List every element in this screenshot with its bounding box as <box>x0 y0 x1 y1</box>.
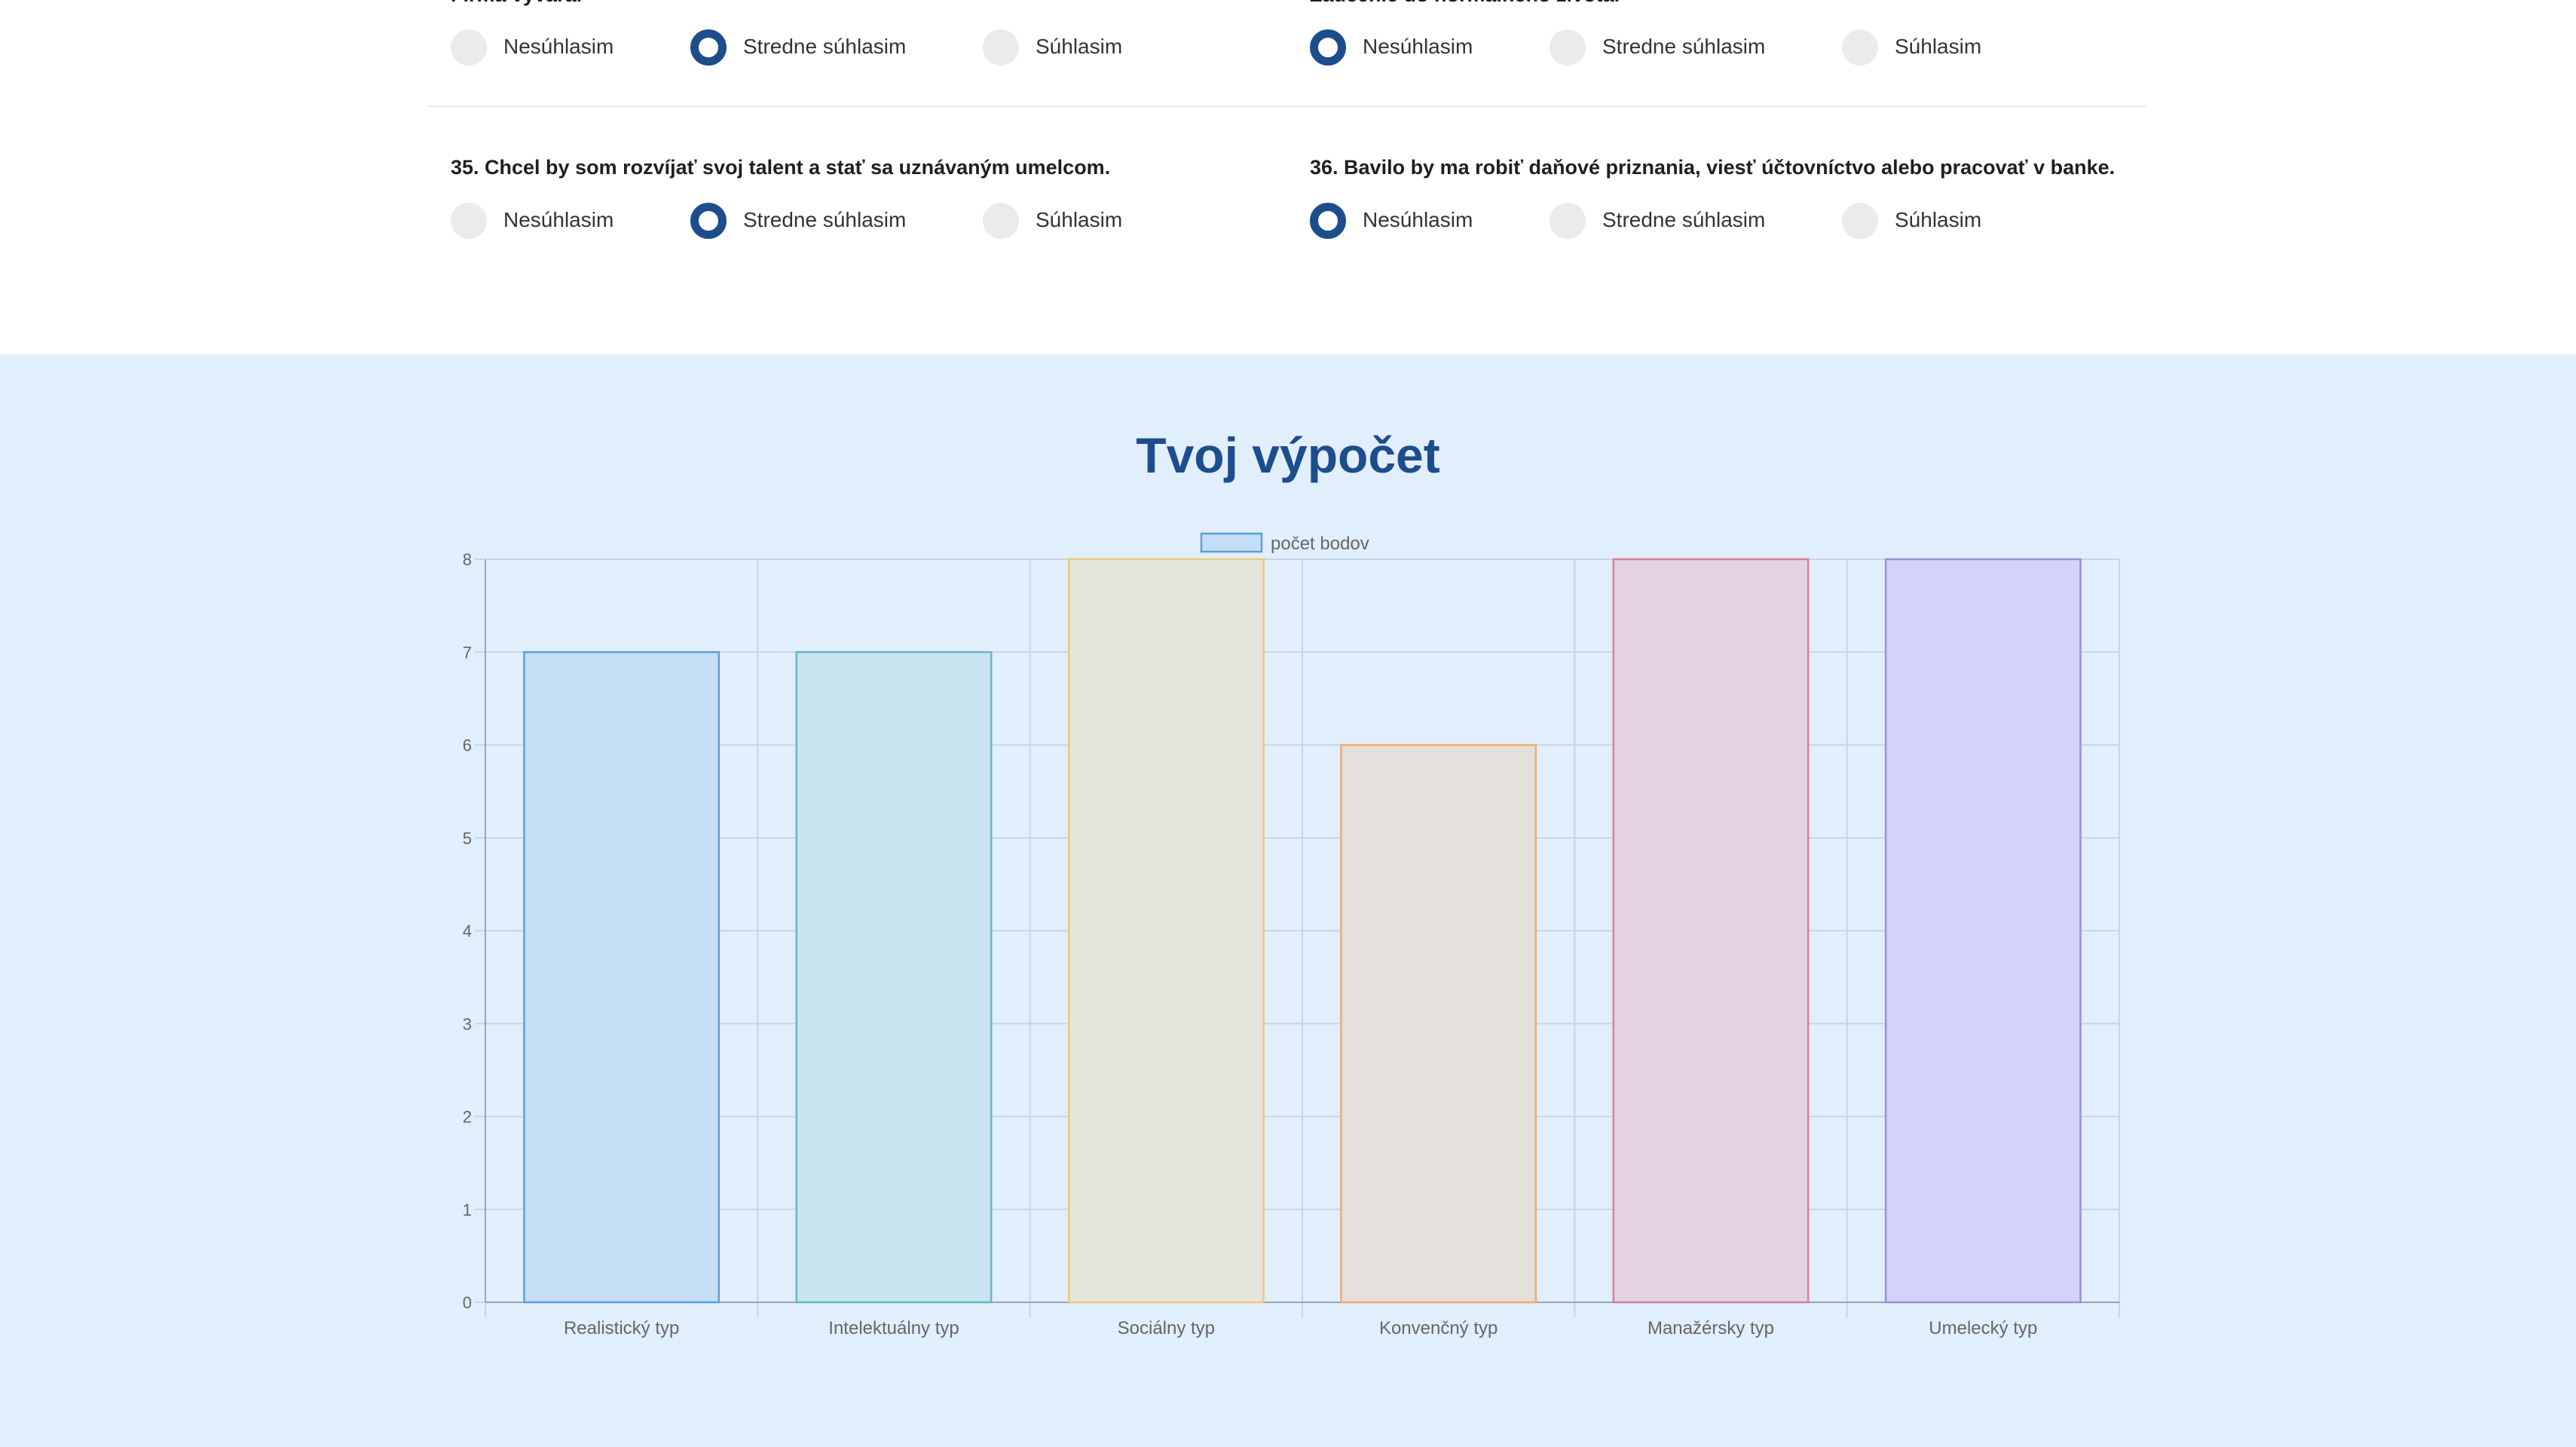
option-label: Stredne súhlasim <box>743 208 907 231</box>
option-label: Súhlasim <box>1036 208 1123 231</box>
radio-icon[interactable] <box>1842 203 1878 239</box>
bar-intelektuálny-typ <box>795 651 993 1304</box>
question-36-options: Nesúhlasim Stredne súhlasim Súhlasim <box>1310 196 2139 241</box>
bar-sociálny-typ <box>1067 558 1265 1304</box>
question-34-options: Nesúhlasim Stredne súhlasim Súhlasim <box>1310 23 2139 68</box>
bar-konvenčný-typ <box>1340 744 1537 1304</box>
y-tick-label: 2 <box>463 1108 472 1127</box>
y-tick-label: 5 <box>463 829 472 848</box>
option-label: Súhlasim <box>1895 208 1982 231</box>
x-tick-label: Intelektuálny typ <box>828 1318 959 1338</box>
radio-icon[interactable] <box>983 203 1019 239</box>
option-label: Stredne súhlasim <box>1602 208 1766 231</box>
bar-umelecký-typ <box>1884 558 2082 1304</box>
x-tick-label: Realistický typ <box>564 1318 679 1338</box>
option-label: Súhlasim <box>1895 35 1982 58</box>
option-label: Nesúhlasim <box>1363 35 1473 58</box>
questionnaire-section: Firma vyváral Nesúhlasim Stredne súhlasi… <box>0 0 2576 354</box>
results-section: Tvoj výpočet 0 1 2 3 4 5 6 7 8 Realistický typ Int… <box>0 354 2576 1447</box>
option-label: Nesúhlasim <box>1363 208 1473 231</box>
option-label: Stredne súhlasim <box>1602 35 1766 58</box>
question-divider <box>427 106 2146 107</box>
option-label: Nesúhlasim <box>503 35 614 58</box>
results-bar-chart: 0 1 2 3 4 5 6 7 8 Realistický typ Intelektuálny ty… <box>463 532 2120 1338</box>
y-tick-label: 7 <box>463 643 472 662</box>
question-33-text: Firma vyváral <box>451 0 582 7</box>
radio-icon[interactable] <box>451 203 487 239</box>
radio-icon[interactable] <box>983 29 1019 66</box>
legend-swatch <box>1200 532 1263 553</box>
radio-checked-icon[interactable] <box>690 29 727 66</box>
y-tick-label: 6 <box>463 736 472 755</box>
radio-icon[interactable] <box>1550 203 1586 239</box>
y-tick-label: 3 <box>463 1014 472 1033</box>
option-label: Stredne súhlasim <box>743 35 907 58</box>
x-tick-label: Sociálny typ <box>1118 1318 1215 1338</box>
y-tick-label: 4 <box>463 922 472 941</box>
question-35-options: Nesúhlasim Stredne súhlasim Súhlasim <box>451 196 1280 241</box>
y-tick-label: 1 <box>463 1201 472 1219</box>
radio-checked-icon[interactable] <box>690 203 727 239</box>
question-34-text: Zaúčenie do normálneho života. <box>1310 0 1620 7</box>
question-35-text: 35. Chcel by som rozvíjať svoj talent a … <box>451 156 1111 179</box>
radio-icon[interactable] <box>1550 29 1586 66</box>
x-tick-label: Manažérsky typ <box>1647 1318 1774 1338</box>
option-label: Nesúhlasim <box>503 208 614 231</box>
radio-checked-icon[interactable] <box>1310 203 1346 239</box>
legend-label: počet bodov <box>1271 534 1369 554</box>
results-title: Tvoj výpočet <box>1136 427 1440 483</box>
bar-realistický-typ <box>523 651 720 1304</box>
x-tick-label: Umelecký typ <box>1929 1318 2037 1338</box>
x-tick-label: Konvenčný typ <box>1379 1318 1498 1338</box>
y-tick-label: 8 <box>463 550 472 569</box>
radio-icon[interactable] <box>451 29 487 66</box>
radio-icon[interactable] <box>1842 29 1878 66</box>
y-tick-label: 0 <box>463 1293 472 1312</box>
question-33-options: Nesúhlasim Stredne súhlasim Súhlasim <box>451 23 1280 68</box>
option-label: Súhlasim <box>1036 35 1123 58</box>
bar-manažérsky-typ <box>1612 558 1810 1304</box>
question-36-text: 36. Bavilo by ma robiť daňové priznania,… <box>1310 156 2116 179</box>
radio-checked-icon[interactable] <box>1310 29 1346 66</box>
